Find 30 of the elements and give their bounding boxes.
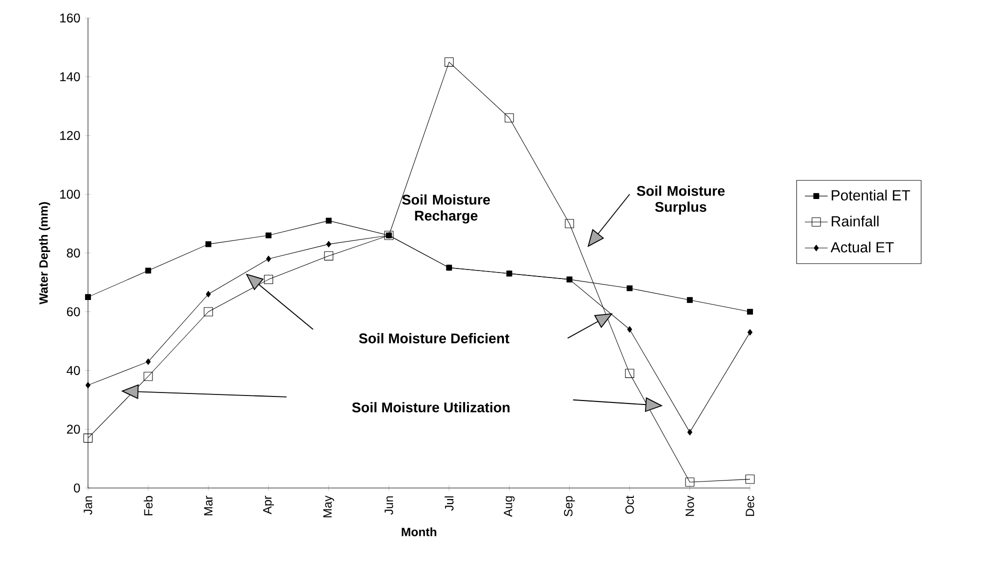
x-tick-label: Jul <box>444 496 454 511</box>
annotation: Soil Moisture Recharge <box>402 194 490 224</box>
x-tick-label: Apr <box>263 496 274 514</box>
annotation: Soil Moisture Utilization <box>352 402 510 412</box>
x-tick-label: Feb <box>144 496 153 516</box>
y-tick-label: 60 <box>67 307 80 316</box>
annotation: Soil Moisture Surplus <box>636 186 725 215</box>
x-tick-label: Oct <box>625 496 634 514</box>
y-tick-label: 160 <box>60 14 80 22</box>
y-tick-label: 100 <box>60 190 80 199</box>
legend-label: Potential ET <box>832 190 910 201</box>
x-tick-label: Dec <box>746 496 754 516</box>
x-tick-label: Jun <box>384 496 394 515</box>
x-tick-label: Jan <box>84 496 92 515</box>
x-tick-label: Mar <box>204 496 213 516</box>
y-tick-label: 40 <box>66 366 80 375</box>
x-axis-title: Month <box>402 527 436 536</box>
legend-label: Actual ET <box>830 242 894 252</box>
x-tick-label: Sep <box>564 496 575 516</box>
y-tick-label: 80 <box>66 248 80 258</box>
y-tick-label: 20 <box>66 424 80 434</box>
y-axis-title: Water Depth (mm) <box>38 202 50 304</box>
legend-label: Rainfall <box>832 216 878 226</box>
annotation: Soil Moisture Deficient <box>358 333 510 344</box>
x-tick-label: May <box>323 496 334 518</box>
x-tick-label: Nov <box>686 496 694 516</box>
y-tick-label: 0 <box>74 484 80 492</box>
y-tick-label: 140 <box>60 72 80 82</box>
x-tick-label: Aug <box>504 496 515 517</box>
y-tick-label: 120 <box>60 131 80 140</box>
